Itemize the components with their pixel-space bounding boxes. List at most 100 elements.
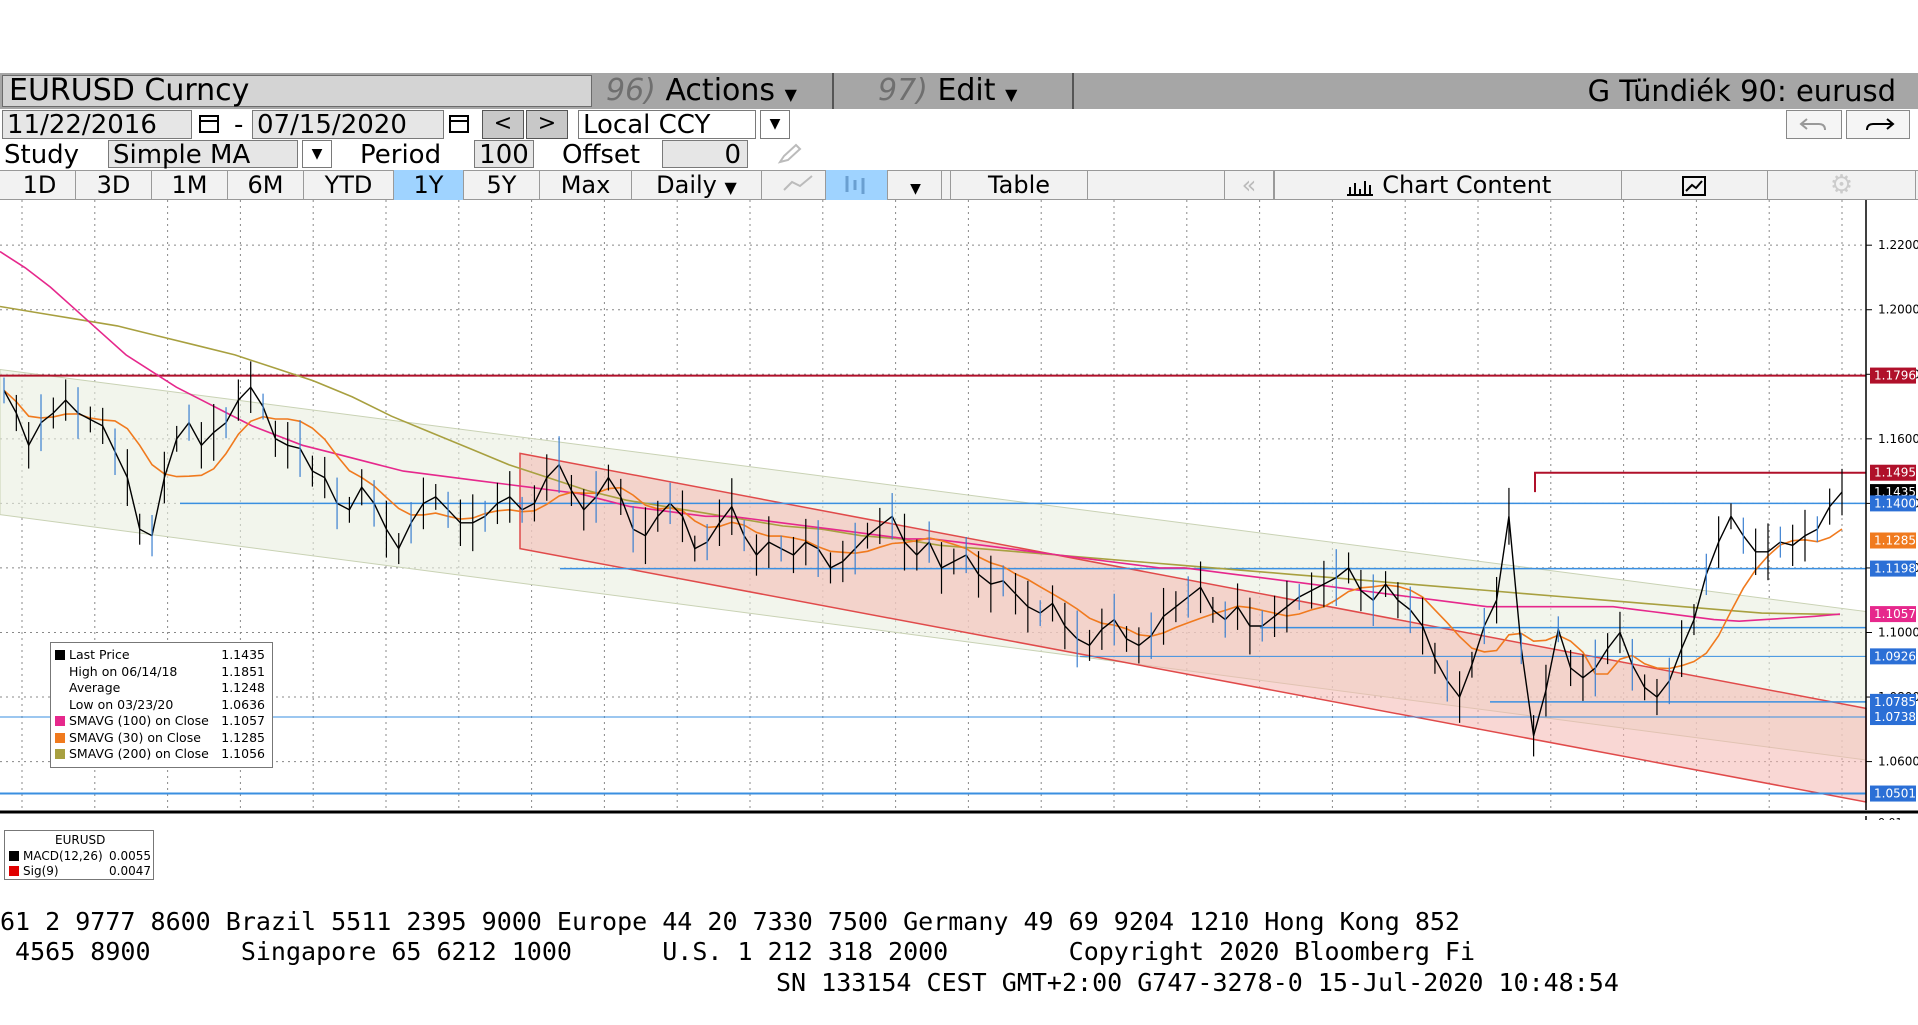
currency-select[interactable]: Local CCY xyxy=(578,110,756,139)
macd-label: MACD(12,26) xyxy=(23,849,103,863)
macd-swatch xyxy=(9,851,19,861)
level-label: 1.0501 xyxy=(1874,787,1916,801)
price-chart[interactable]: 1.22001.20001.18001.16001.14001.12001.10… xyxy=(0,200,1918,820)
legend-row: Last Price 1.1435 xyxy=(55,647,269,663)
price-line xyxy=(3,386,1843,736)
legend-swatch xyxy=(55,667,65,677)
level-label-box xyxy=(1870,560,1916,577)
toolbar xyxy=(0,170,1918,200)
legend-label: Last Price xyxy=(69,647,130,662)
legend-row: SMAVG (30) on Close 1.1285 xyxy=(55,730,269,746)
actions-number: 96) xyxy=(606,73,656,108)
pencil-icon[interactable] xyxy=(776,142,804,166)
level-label-box xyxy=(1870,495,1916,512)
start-date-field[interactable]: 11/22/2016 xyxy=(2,110,192,139)
legend-value: 1.1435 xyxy=(221,647,265,662)
range-ytd-tab[interactable]: YTD xyxy=(304,170,394,200)
chart-settings-icon[interactable] xyxy=(1622,170,1768,200)
legend-swatch xyxy=(55,716,65,726)
chevron-down-icon: ▼ xyxy=(784,85,797,104)
chart-icon xyxy=(1345,171,1383,199)
chart-title: G Tündiék 90: eurusd xyxy=(1587,74,1896,108)
line-chart-icon[interactable] xyxy=(770,170,826,200)
calendar-icon[interactable] xyxy=(198,113,220,135)
legend-label: SMAVG (200) on Close xyxy=(69,746,209,761)
sma30-line xyxy=(3,389,1843,675)
period-field[interactable]: 100 xyxy=(474,140,534,169)
level-label: 1.0785 xyxy=(1874,695,1916,709)
table-button[interactable]: Table xyxy=(950,170,1088,200)
legend-swatch xyxy=(55,683,65,693)
period-label: Period xyxy=(360,140,442,170)
range-3d-tab[interactable]: 3D xyxy=(76,170,152,200)
study-label: Study xyxy=(4,140,80,170)
level-label-box xyxy=(1870,785,1916,802)
double-chevron-left-icon[interactable]: « xyxy=(1224,170,1274,200)
level-label: 1.1057 xyxy=(1874,607,1916,621)
legend-swatch xyxy=(55,749,65,759)
price-axis-label: 1.0600 xyxy=(1878,755,1918,769)
range-5y-tab[interactable]: 5Y xyxy=(464,170,540,200)
chevron-down-icon[interactable]: ▼ xyxy=(760,110,790,139)
undo-icon[interactable] xyxy=(1786,110,1842,139)
legend-value: 1.1285 xyxy=(221,729,265,745)
legend-value: 1.1248 xyxy=(221,680,265,695)
redo-icon[interactable] xyxy=(1846,110,1910,139)
gear-icon[interactable]: ⚙ xyxy=(1768,170,1916,200)
ticker-line-1: 61 2 9777 8600 Brazil 5511 2395 9000 Eur… xyxy=(0,907,1460,936)
range-max-tab[interactable]: Max xyxy=(540,170,632,200)
frequency-label: Daily xyxy=(656,171,717,199)
chart-content-button[interactable]: Chart Content xyxy=(1274,170,1622,200)
level-label: 1.0926 xyxy=(1874,649,1916,663)
edit-label: Edit xyxy=(937,73,996,108)
chevron-down-icon[interactable]: ▼ xyxy=(890,170,942,200)
level-label-box xyxy=(1870,693,1916,710)
edit-number: 97) xyxy=(878,73,928,108)
bar-chart-icon[interactable] xyxy=(826,170,888,200)
prev-period-button[interactable]: < xyxy=(482,110,524,139)
range-6m-tab[interactable]: 6M xyxy=(228,170,304,200)
range-1d-tab[interactable]: 1D xyxy=(4,170,76,200)
ticker-line-2: 4565 8900 Singapore 65 6212 1000 U.S. 1 … xyxy=(0,937,1476,966)
macd-legend: EURUSD MACD(12,26) 0.0055 Sig(9) 0.0047 xyxy=(4,830,154,880)
legend-swatch xyxy=(55,732,65,743)
range-1m-tab[interactable]: 1M xyxy=(152,170,228,200)
study-select[interactable]: Simple MA xyxy=(108,140,298,169)
frequency-select[interactable]: Daily ▼ xyxy=(632,170,762,200)
level-label-box xyxy=(1870,464,1916,481)
sma100-line xyxy=(0,250,1841,623)
level-label-box xyxy=(1870,606,1916,623)
legend-swatch xyxy=(55,700,65,710)
range-1y-tab[interactable]: 1Y xyxy=(394,170,464,200)
actions-menu[interactable]: 96) Actions ▼ xyxy=(606,73,826,109)
legend-value: 1.1056 xyxy=(221,746,265,761)
macd-legend-row: Sig(9) 0.0047 xyxy=(9,864,151,878)
offset-field[interactable]: 0 xyxy=(662,140,748,169)
chart-legend[interactable]: Last Price 1.1435 High on 06/14/18 1.1851 Av… xyxy=(50,642,273,768)
security-field[interactable]: EURUSD Curncy xyxy=(2,75,592,107)
legend-value: 1.0636 xyxy=(221,696,265,712)
next-period-button[interactable]: > xyxy=(526,110,568,139)
edit-menu[interactable]: 97) Edit ▼ xyxy=(878,73,1068,109)
price-axis-label: 1.1000 xyxy=(1878,625,1918,639)
level-label-box xyxy=(1870,648,1916,665)
legend-label: SMAVG (30) on Close xyxy=(69,729,201,745)
macd-legend-title: EURUSD xyxy=(55,833,106,847)
end-date-field[interactable]: 07/15/2020 xyxy=(252,110,444,139)
chevron-down-icon[interactable]: ▼ xyxy=(302,140,332,168)
resistance-line xyxy=(1534,471,1866,493)
legend-label: Low on 03/23/20 xyxy=(69,696,174,712)
sig-swatch xyxy=(9,866,19,876)
legend-row: High on 06/14/18 1.1851 xyxy=(55,664,269,680)
level-label: 1.0738 xyxy=(1874,710,1916,724)
macd-value: 0.0055 xyxy=(109,849,151,863)
actions-label: Actions xyxy=(665,73,776,108)
legend-label: High on 06/14/18 xyxy=(69,663,178,679)
sig-value: 0.0047 xyxy=(109,864,151,878)
calendar-icon[interactable] xyxy=(448,113,470,135)
date-dash: - xyxy=(234,110,244,140)
level-label: 1.1495 xyxy=(1874,466,1916,480)
level-label-box xyxy=(1870,532,1916,549)
legend-value: 1.1851 xyxy=(221,663,265,679)
legend-row: Low on 03/23/20 1.0636 xyxy=(55,697,269,713)
